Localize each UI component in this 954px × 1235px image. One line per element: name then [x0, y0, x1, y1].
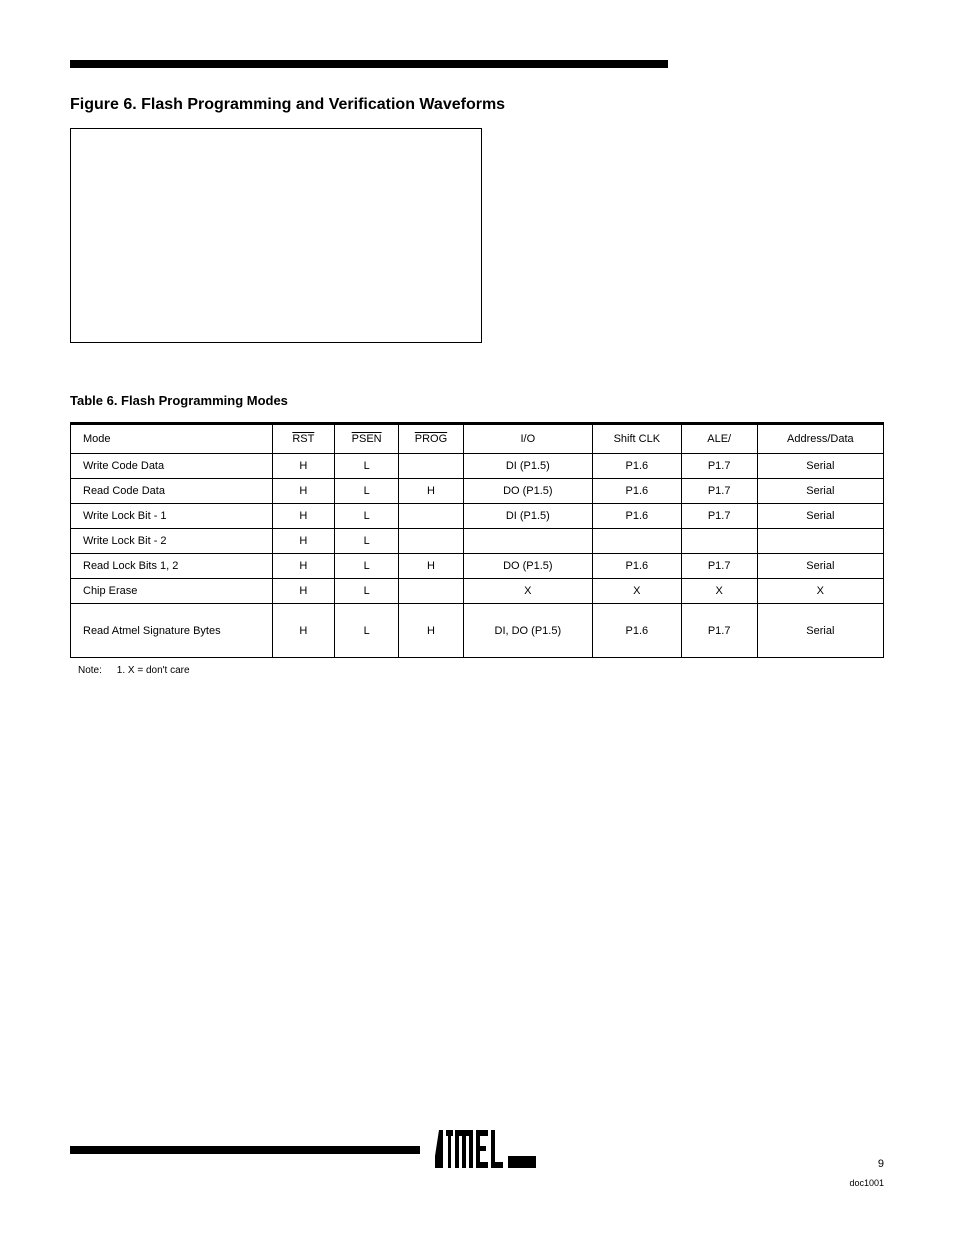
table-row: Chip Erase H L X X X X [71, 579, 884, 604]
table-row: Write Lock Bit - 1 H L DI (P1.5) P1.6 P1… [71, 504, 884, 529]
figure-title: Figure 6. Flash Programming and Verifica… [70, 96, 884, 114]
col-header-mode: Mode [71, 424, 273, 454]
cell: P1.7 [681, 554, 757, 579]
cell: H [272, 454, 335, 479]
cell [399, 529, 464, 554]
col-header-ale: ALE/ [681, 424, 757, 454]
cell: DI, DO (P1.5) [463, 604, 592, 658]
doc-ref: doc1001 [849, 1178, 884, 1188]
cell: H [272, 604, 335, 658]
cell: H [399, 554, 464, 579]
cell: X [757, 579, 883, 604]
cell: DI (P1.5) [463, 454, 592, 479]
cell: Serial [757, 604, 883, 658]
cell: P1.7 [681, 504, 757, 529]
footer-rule [70, 1146, 420, 1154]
cell: Serial [757, 454, 883, 479]
cell: L [335, 529, 399, 554]
cell: L [335, 579, 399, 604]
col-header-rst: RST [272, 424, 335, 454]
col-header-addr-data: Address/Data [757, 424, 883, 454]
cell: H [399, 479, 464, 504]
cell: P1.7 [681, 604, 757, 658]
cell: Read Code Data [71, 479, 273, 504]
cell: Serial [757, 554, 883, 579]
cell: Serial [757, 479, 883, 504]
table-header-row: Mode RST PSEN PROG I/O Shift CLK ALE/ Ad… [71, 424, 884, 454]
cell: X [592, 579, 681, 604]
cell: Chip Erase [71, 579, 273, 604]
cell: DO (P1.5) [463, 554, 592, 579]
page-footer: 9 doc1001 [70, 1130, 884, 1170]
cell: P1.7 [681, 479, 757, 504]
cell: L [335, 454, 399, 479]
col-header-io: I/O [463, 424, 592, 454]
figure-waveform-box [70, 128, 482, 343]
cell: P1.6 [592, 454, 681, 479]
cell: Serial [757, 504, 883, 529]
table-note: Note: 1. X = don't care [70, 664, 884, 678]
atmel-logo [430, 1130, 550, 1170]
cell [681, 529, 757, 554]
cell: X [463, 579, 592, 604]
cell: H [399, 604, 464, 658]
cell: H [272, 504, 335, 529]
cell: H [272, 529, 335, 554]
col-header-prog: PROG [399, 424, 464, 454]
cell [399, 504, 464, 529]
cell: H [272, 479, 335, 504]
cell: DI (P1.5) [463, 504, 592, 529]
table-row: Read Lock Bits 1, 2 H L H DO (P1.5) P1.6… [71, 554, 884, 579]
note-text: 1. X = don't care [117, 665, 190, 676]
cell: L [335, 554, 399, 579]
cell: L [335, 479, 399, 504]
cell [592, 529, 681, 554]
cell: L [335, 604, 399, 658]
page-number: 9 [878, 1158, 884, 1170]
cell: Write Lock Bit - 2 [71, 529, 273, 554]
flash-programming-modes-table: Mode RST PSEN PROG I/O Shift CLK ALE/ Ad… [70, 422, 884, 658]
cell [757, 529, 883, 554]
cell: P1.6 [592, 604, 681, 658]
cell: P1.6 [592, 554, 681, 579]
table-title: Table 6. Flash Programming Modes [70, 393, 884, 408]
cell: Read Lock Bits 1, 2 [71, 554, 273, 579]
cell: Write Code Data [71, 454, 273, 479]
table-row: Write Lock Bit - 2 H L [71, 529, 884, 554]
cell: P1.6 [592, 479, 681, 504]
cell: DO (P1.5) [463, 479, 592, 504]
cell [399, 579, 464, 604]
cell [399, 454, 464, 479]
cell: H [272, 579, 335, 604]
cell: L [335, 504, 399, 529]
col-header-shift-clk: Shift CLK [592, 424, 681, 454]
col-header-psen: PSEN [335, 424, 399, 454]
cell [463, 529, 592, 554]
table-row: Read Atmel Signature Bytes H L H DI, DO … [71, 604, 884, 658]
cell: H [272, 554, 335, 579]
cell: P1.6 [592, 504, 681, 529]
top-horizontal-rule [70, 60, 668, 68]
cell: X [681, 579, 757, 604]
table-row: Write Code Data H L DI (P1.5) P1.6 P1.7 … [71, 454, 884, 479]
cell: P1.7 [681, 454, 757, 479]
table-row: Read Code Data H L H DO (P1.5) P1.6 P1.7… [71, 479, 884, 504]
cell: Read Atmel Signature Bytes [71, 604, 273, 658]
cell: Write Lock Bit - 1 [71, 504, 273, 529]
note-label: Note: [78, 664, 114, 678]
